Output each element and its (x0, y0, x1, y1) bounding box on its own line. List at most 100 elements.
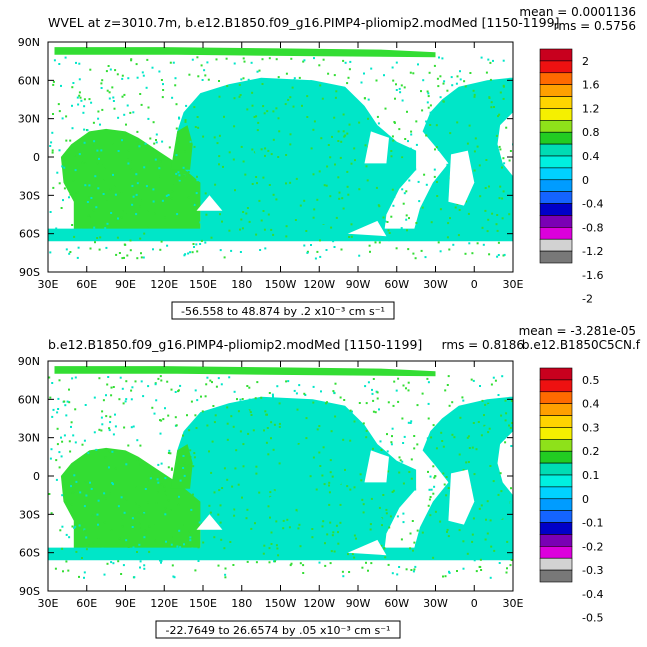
colorbar-label: 0.3 (582, 421, 600, 434)
colorbar-label: -0.4 (582, 198, 603, 211)
lat-tick-label: 60N (18, 393, 40, 406)
colorbar-label: 0.4 (582, 150, 600, 163)
lon-tick-label: 60E (76, 597, 97, 610)
range-box (171, 301, 395, 320)
lon-tick-label: 30W (423, 597, 448, 610)
lon-tick-label: 0 (471, 278, 478, 291)
colorbar-swatch (539, 403, 573, 416)
lon-tick-label: 30E (38, 597, 59, 610)
colorbar: 0.5 0.4 0.3 0.2 0.1 0 -0.1 -0.2 -0.3 -0.4 -0.5 (539, 367, 603, 625)
ocean-region (174, 77, 417, 237)
ocean-region (48, 547, 513, 561)
lat-tick-label: 90N (18, 355, 40, 368)
colorbar-swatch (539, 534, 573, 547)
colorbar-swatch (539, 143, 573, 157)
lon-tick-label: 90E (115, 278, 136, 291)
colorbar-swatch (539, 155, 573, 169)
colorbar-swatch (539, 510, 573, 523)
colorbar-label: 0 (582, 493, 589, 506)
ocean-region (48, 228, 513, 242)
lon-tick-label: 90W (346, 278, 371, 291)
colorbar-label: 0 (582, 174, 589, 187)
lat-tick-label: 90S (19, 585, 40, 598)
lon-tick-label: 30E (503, 597, 524, 610)
latitude-labels: 90N 60N 30N 0 30S 60S 90S (18, 36, 40, 279)
rms-label: rms = 0.8186 (442, 338, 524, 352)
lon-tick-label: 30W (423, 278, 448, 291)
colorbar-swatch (539, 486, 573, 500)
colorbar-label: 0.8 (582, 126, 600, 139)
land-mass (196, 514, 223, 530)
colorbar-swatch (539, 522, 573, 535)
mean-label: mean = 0.0001136 (519, 5, 636, 19)
colorbar-swatch (539, 569, 573, 583)
range-label: -56.558 to 48.874 by .2 x10⁻³ cm s⁻¹ (181, 305, 385, 318)
lat-tick-label: 90S (19, 266, 40, 279)
colorbar-swatch (539, 203, 573, 216)
lon-tick-label: 90E (115, 597, 136, 610)
rms-label: rms = 0.5756 (554, 19, 636, 33)
colorbar-swatch (539, 72, 573, 85)
lon-tick-label: 150W (265, 278, 297, 291)
ocean-region (60, 128, 201, 237)
lon-tick-label: 150E (189, 278, 217, 291)
colorbar-label: -0.1 (582, 517, 603, 530)
range-label: -22.7649 to 26.6574 by .05 x10⁻³ cm s⁻¹ (166, 624, 391, 637)
colorbar-label: 0.4 (582, 398, 600, 411)
colorbar-label: 1.6 (582, 79, 600, 92)
lon-tick-label: 60E (76, 278, 97, 291)
colorbar-label: -2 (582, 293, 593, 306)
panel-bottom: b.e12.B1850.f09_g16.PIMP4-pliomip2.modMe… (18, 324, 641, 639)
colorbar-swatch (539, 415, 573, 428)
ocean-region (170, 444, 193, 489)
panel-top: WVEL at z=3010.7m, b.e12.B1850.f09_g16.P… (18, 5, 636, 320)
colorbar-swatch (539, 84, 573, 97)
colorbar-swatch (539, 120, 573, 133)
lon-tick-label: 150E (189, 597, 217, 610)
colorbar-swatch (539, 498, 573, 511)
lat-tick-label: 60S (19, 228, 40, 241)
colorbar-label: 0.1 (582, 469, 600, 482)
colorbar-swatch (539, 238, 573, 252)
lon-tick-label: 120E (150, 597, 178, 610)
colorbar-label: -0.3 (582, 564, 603, 577)
colorbar-swatch (539, 131, 573, 145)
colorbar-swatch (539, 48, 573, 62)
lon-tick-label: 120E (150, 278, 178, 291)
panel-title: WVEL at z=3010.7m, b.e12.B1850.f09_g16.P… (48, 15, 559, 30)
colorbar-swatch (539, 60, 573, 74)
colorbar-label: -0.8 (582, 221, 603, 234)
lat-tick-label: 60N (18, 74, 40, 87)
colorbar-swatch (539, 96, 573, 109)
field-speckles (49, 56, 513, 260)
range-box (155, 620, 401, 639)
colorbar-swatch (539, 215, 573, 228)
colorbar-swatch (539, 546, 573, 559)
panel-title: b.e12.B1850.f09_g16.PIMP4-pliomip2.modMe… (48, 337, 422, 352)
colorbar-swatch (539, 450, 573, 464)
colorbar-swatch (539, 167, 573, 181)
land-mass (448, 469, 475, 525)
lon-tick-label: 120W (303, 278, 335, 291)
lon-tick-label: 30E (503, 278, 524, 291)
land-mass (347, 220, 387, 237)
axis-ticks (47, 41, 514, 273)
lat-tick-label: 0 (33, 470, 40, 483)
colorbar-label: 2 (582, 55, 589, 68)
colorbar-swatch (539, 367, 573, 381)
colorbar-swatch (539, 427, 573, 440)
colorbar-label: -1.2 (582, 245, 603, 258)
colorbar-swatch (539, 179, 573, 192)
lon-tick-label: 120W (303, 597, 335, 610)
land-mass (364, 450, 389, 483)
colorbar-label: -0.5 (582, 612, 603, 625)
land-mass (448, 150, 475, 206)
overlapping-case-label: b.e12.B1850C5CN.f (522, 338, 641, 352)
lat-tick-label: 30N (18, 432, 40, 445)
lat-tick-label: 30N (18, 113, 40, 126)
land-mass (196, 195, 223, 211)
lon-tick-label: 90W (346, 597, 371, 610)
colorbar-label: 1.2 (582, 102, 600, 115)
lon-tick-label: 30E (38, 278, 59, 291)
